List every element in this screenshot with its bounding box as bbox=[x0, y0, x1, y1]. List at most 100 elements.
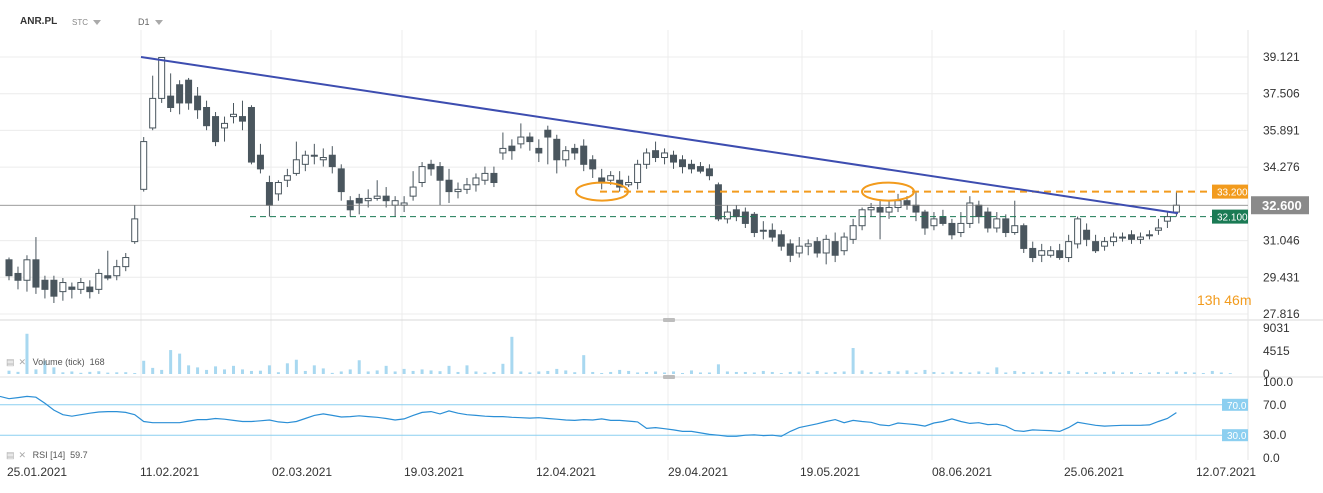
candle bbox=[176, 80, 184, 115]
candle bbox=[553, 134, 561, 174]
volume-bar bbox=[303, 370, 307, 374]
candle-body bbox=[265, 182, 273, 206]
candle bbox=[849, 218, 857, 244]
volume-bar bbox=[654, 371, 658, 374]
candle-body bbox=[1154, 227, 1162, 231]
candle bbox=[1047, 246, 1055, 258]
volume-bar bbox=[519, 371, 523, 374]
candle bbox=[975, 200, 983, 224]
candle bbox=[14, 266, 22, 290]
candle bbox=[167, 73, 175, 113]
candle bbox=[1038, 243, 1046, 263]
candle-body bbox=[714, 184, 722, 220]
volume-bar bbox=[285, 363, 289, 374]
volume-bar bbox=[698, 372, 702, 374]
rsi-indicator-label[interactable]: ▤ ✕ RSI [14] 59.7 bbox=[6, 450, 88, 461]
volume-bar bbox=[61, 372, 65, 374]
candle bbox=[571, 143, 579, 160]
candle-body bbox=[1065, 241, 1073, 259]
volume-bar bbox=[1121, 372, 1125, 374]
close-icon[interactable]: ✕ bbox=[18, 450, 28, 460]
instrument-type-selector[interactable]: STC bbox=[72, 18, 101, 27]
volume-bar bbox=[447, 365, 451, 374]
volume-bar bbox=[1201, 372, 1205, 374]
candle bbox=[670, 150, 678, 169]
candle-body bbox=[795, 245, 803, 254]
pane-resize-handle[interactable] bbox=[663, 318, 675, 322]
volume-bar bbox=[393, 371, 397, 374]
volume-bar bbox=[70, 371, 74, 374]
candle-body bbox=[1172, 204, 1180, 213]
candle-body bbox=[849, 225, 857, 240]
timeframe-label: D1 bbox=[138, 17, 150, 27]
volume-indicator-label[interactable]: ▤ ✕ Volume (tick) 168 bbox=[6, 357, 105, 368]
candle bbox=[616, 171, 624, 192]
volume-bar bbox=[25, 333, 29, 374]
candle-body bbox=[167, 95, 175, 108]
candle-body bbox=[643, 152, 651, 165]
volume-bar bbox=[88, 371, 92, 374]
candle-body bbox=[696, 166, 704, 172]
candle bbox=[1011, 200, 1019, 235]
candle bbox=[750, 212, 758, 238]
volume-bar bbox=[402, 368, 406, 374]
candle bbox=[364, 189, 372, 208]
candle bbox=[535, 139, 543, 163]
candle-body bbox=[158, 56, 166, 99]
descending-trendline[interactable] bbox=[140, 56, 1179, 215]
volume-bar bbox=[1138, 372, 1142, 374]
candle bbox=[562, 146, 570, 167]
candle bbox=[328, 146, 336, 174]
volume-bar bbox=[1192, 372, 1196, 374]
close-icon[interactable]: ✕ bbox=[18, 357, 28, 367]
rsi-param: [14] bbox=[50, 450, 66, 460]
settings-icon[interactable]: ▤ bbox=[6, 450, 16, 460]
candle-body bbox=[1029, 247, 1037, 259]
volume-bar bbox=[474, 371, 478, 374]
volume-param: (tick) bbox=[65, 357, 85, 367]
symbol-label: ANR.PL bbox=[20, 16, 58, 27]
candle-body bbox=[472, 177, 480, 186]
candle-body bbox=[373, 195, 381, 199]
price-tick-label: 35.891 bbox=[1263, 123, 1300, 137]
highlight-ellipse[interactable] bbox=[861, 181, 915, 202]
drawings[interactable] bbox=[0, 56, 1248, 218]
volume-bar bbox=[366, 371, 370, 374]
volume-bar bbox=[483, 372, 487, 374]
candle bbox=[795, 237, 803, 258]
volume-bar bbox=[743, 371, 747, 374]
candle-body bbox=[562, 150, 570, 161]
highlight-ellipse[interactable] bbox=[575, 181, 629, 202]
settings-icon[interactable]: ▤ bbox=[6, 357, 16, 367]
candle-body bbox=[409, 186, 417, 197]
candle-body bbox=[894, 200, 902, 209]
candle bbox=[705, 164, 713, 181]
candle bbox=[993, 212, 1001, 233]
volume-bar bbox=[797, 371, 801, 374]
candle-body bbox=[993, 218, 1001, 229]
candle-body bbox=[185, 79, 193, 104]
pane-resize-handle[interactable] bbox=[663, 375, 675, 379]
candle-body bbox=[59, 282, 67, 293]
candle-body bbox=[14, 272, 22, 281]
candle-body bbox=[777, 234, 785, 247]
candle-body bbox=[68, 286, 76, 290]
candle-body bbox=[292, 159, 300, 174]
volume-bar bbox=[16, 371, 20, 374]
volume-bar bbox=[1165, 372, 1169, 374]
volume-bar bbox=[627, 370, 631, 374]
candle bbox=[804, 239, 812, 256]
candle bbox=[77, 277, 85, 294]
candle-body bbox=[553, 138, 561, 161]
candle-body bbox=[463, 184, 471, 190]
candle-body bbox=[508, 145, 516, 152]
volume-bar bbox=[330, 372, 334, 374]
candle-body bbox=[274, 182, 282, 195]
candle-body bbox=[732, 209, 740, 218]
candle bbox=[759, 221, 767, 240]
candle-body bbox=[436, 166, 444, 181]
timeframe-selector[interactable]: D1 bbox=[138, 17, 163, 27]
volume-bar bbox=[689, 370, 693, 374]
candle bbox=[203, 100, 211, 131]
volume-bar bbox=[833, 371, 837, 374]
